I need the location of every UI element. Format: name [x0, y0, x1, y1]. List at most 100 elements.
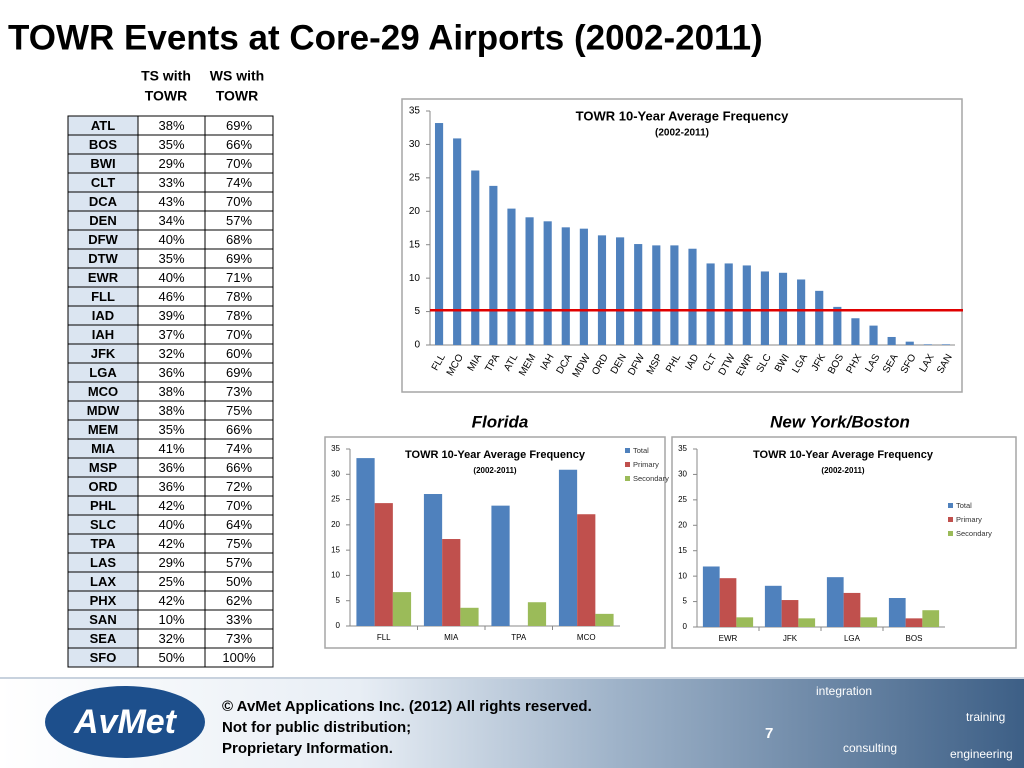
bar: [434, 123, 444, 345]
chart-subtitle: (2002-2011): [655, 128, 709, 139]
cell-value: 66%: [226, 460, 252, 475]
legend-swatch: [948, 531, 953, 536]
bar: [764, 585, 782, 627]
y-tick-label: 15: [331, 545, 340, 554]
y-tick-label: 15: [678, 546, 687, 555]
column-header: TOWR: [145, 88, 188, 104]
y-tick-label: 25: [331, 495, 340, 504]
column-header: TS with: [141, 68, 191, 84]
cell-value: 42%: [158, 593, 184, 608]
bar: [543, 221, 552, 345]
airport-code: BOS: [89, 137, 118, 152]
cell-value: 25%: [158, 574, 184, 589]
airport-code: ORD: [89, 479, 118, 494]
cell-value: 43%: [158, 194, 184, 209]
bar: [507, 208, 516, 345]
bar: [905, 341, 914, 345]
y-tick-label: 20: [678, 520, 687, 529]
footer-line: Not for public distribution;: [222, 719, 411, 736]
cell-value: 40%: [158, 517, 184, 532]
bar: [616, 237, 625, 345]
bar: [652, 245, 661, 345]
bar: [798, 618, 816, 627]
cell-value: 69%: [226, 365, 252, 380]
cell-value: 75%: [226, 403, 252, 418]
y-tick-label: 10: [331, 571, 340, 580]
y-tick-label: 10: [678, 571, 687, 580]
cell-value: 46%: [158, 289, 184, 304]
cell-value: 29%: [158, 156, 184, 171]
cell-value: 32%: [158, 346, 184, 361]
cell-value: 71%: [226, 270, 252, 285]
cell-value: 78%: [226, 308, 252, 323]
bar: [724, 263, 733, 345]
cell-value: 73%: [226, 384, 252, 399]
airport-code: IAH: [92, 327, 114, 342]
bar: [577, 514, 596, 626]
airport-code: MEM: [88, 422, 118, 437]
bar: [851, 318, 860, 345]
bar: [634, 244, 643, 345]
y-tick-label: 0: [414, 340, 420, 351]
airport-code: PHL: [90, 498, 116, 513]
cell-value: 39%: [158, 308, 184, 323]
airport-code: SAN: [89, 612, 116, 627]
legend-swatch: [625, 462, 630, 467]
airport-code: MIA: [91, 441, 115, 456]
footer-tag: integration: [816, 684, 872, 698]
footer-tag: engineering: [950, 747, 1013, 761]
cell-value: 42%: [158, 536, 184, 551]
logo-text: AvMet: [73, 703, 178, 741]
legend-label: Total: [633, 446, 649, 455]
airport-code: MSP: [89, 460, 118, 475]
cell-value: 70%: [226, 194, 252, 209]
x-tick-label: BOS: [906, 634, 923, 643]
airport-code: LAX: [90, 574, 116, 589]
legend-swatch: [948, 503, 953, 508]
bar: [471, 170, 480, 345]
airport-code: LGA: [89, 365, 117, 380]
column-header: TOWR: [216, 88, 259, 104]
airport-code: PHX: [90, 593, 117, 608]
cell-value: 64%: [226, 517, 252, 532]
bar: [525, 217, 534, 345]
airport-code: SFO: [90, 650, 117, 665]
bar: [736, 617, 754, 627]
cell-value: 70%: [226, 156, 252, 171]
cell-value: 74%: [226, 175, 252, 190]
chart-title: TOWR 10-Year Average Frequency: [753, 449, 934, 461]
cell-value: 57%: [226, 555, 252, 570]
airport-code: IAD: [92, 308, 114, 323]
x-tick-label: MIA: [444, 633, 459, 642]
y-tick-label: 20: [331, 520, 340, 529]
airport-code: SEA: [90, 631, 117, 646]
legend-label: Secondary: [956, 529, 992, 538]
cell-value: 66%: [226, 137, 252, 152]
logo-badge: [45, 686, 205, 758]
cell-value: 42%: [158, 498, 184, 513]
bar: [688, 248, 697, 345]
bar: [558, 469, 578, 626]
legend-label: Total: [956, 501, 972, 510]
bar: [356, 458, 375, 626]
bar: [826, 577, 844, 627]
bar: [781, 600, 799, 627]
y-tick-label: 5: [414, 306, 420, 317]
bar: [597, 235, 607, 345]
cell-value: 68%: [226, 232, 252, 247]
x-tick-label: FLL: [377, 633, 391, 642]
cell-value: 35%: [158, 251, 184, 266]
cell-value: 69%: [226, 118, 252, 133]
airport-code: ATL: [91, 118, 115, 133]
cell-value: 100%: [222, 650, 256, 665]
legend-swatch: [948, 517, 953, 522]
cell-value: 72%: [226, 479, 252, 494]
airport-code: DCA: [89, 194, 118, 209]
cell-value: 38%: [158, 403, 184, 418]
cell-value: 78%: [226, 289, 252, 304]
bar: [719, 578, 737, 627]
cell-value: 37%: [158, 327, 184, 342]
bar: [860, 617, 878, 627]
